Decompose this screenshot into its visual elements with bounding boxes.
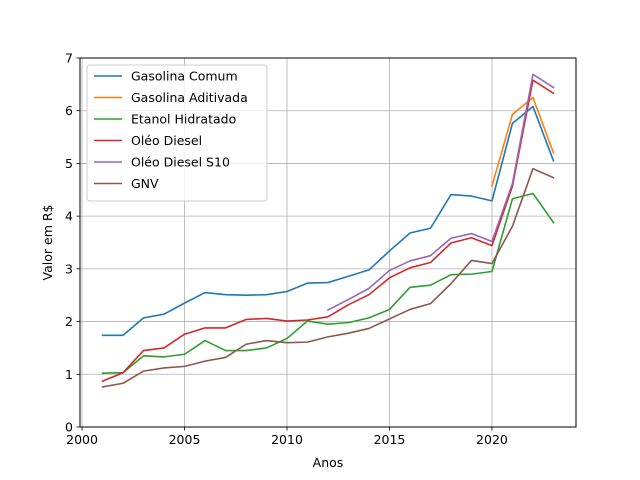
x-tick-label: 2020 [476, 432, 508, 447]
series-line-etanol-hidratado [101, 192, 555, 375]
x-axis-label: Anos [313, 455, 344, 470]
series-line-oleo-diesel-s10 [326, 73, 555, 312]
legend-label: Gasolina Aditivada [131, 90, 248, 105]
y-tick-label: 2 [65, 314, 73, 329]
y-axis: 0 1 2 3 4 5 6 7 [65, 51, 80, 435]
x-tick-label: 2005 [169, 432, 201, 447]
plot-frame [79, 57, 577, 428]
legend-label: Etanol Hidratado [131, 112, 236, 127]
legend-label: Oléo Diesel [131, 133, 202, 148]
y-tick-label: 0 [65, 420, 73, 435]
series-line-oleo-diesel [101, 79, 555, 383]
y-axis-label: Valor em R$ [40, 205, 55, 281]
series-line-gasolina-aditivada [490, 96, 555, 188]
series-line-gnv [101, 167, 555, 388]
x-axis: 2000 2005 2010 2015 2020 [66, 427, 508, 447]
legend-label: Oléo Diesel S10 [131, 155, 230, 170]
grid-lines [80, 57, 576, 428]
series-layer [101, 73, 555, 388]
y-tick-label: 1 [65, 367, 73, 382]
y-tick-label: 4 [65, 209, 73, 224]
legend-label: Gasolina Comum [131, 69, 238, 84]
x-tick-label: 2000 [66, 432, 98, 447]
series-line-gasolina-comum [101, 105, 555, 337]
y-tick-label: 6 [65, 103, 73, 118]
x-tick-label: 2015 [374, 432, 406, 447]
y-tick-label: 5 [65, 156, 73, 171]
x-tick-label: 2010 [271, 432, 303, 447]
legend-label: GNV [131, 176, 159, 191]
y-tick-label: 3 [65, 261, 73, 276]
legend: Gasolina Comum Gasolina Aditivada Etanol H… [86, 64, 268, 202]
legend-box [86, 64, 268, 202]
y-tick-label: 7 [65, 51, 73, 66]
